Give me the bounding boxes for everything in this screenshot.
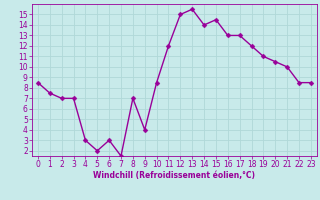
X-axis label: Windchill (Refroidissement éolien,°C): Windchill (Refroidissement éolien,°C) [93,171,255,180]
